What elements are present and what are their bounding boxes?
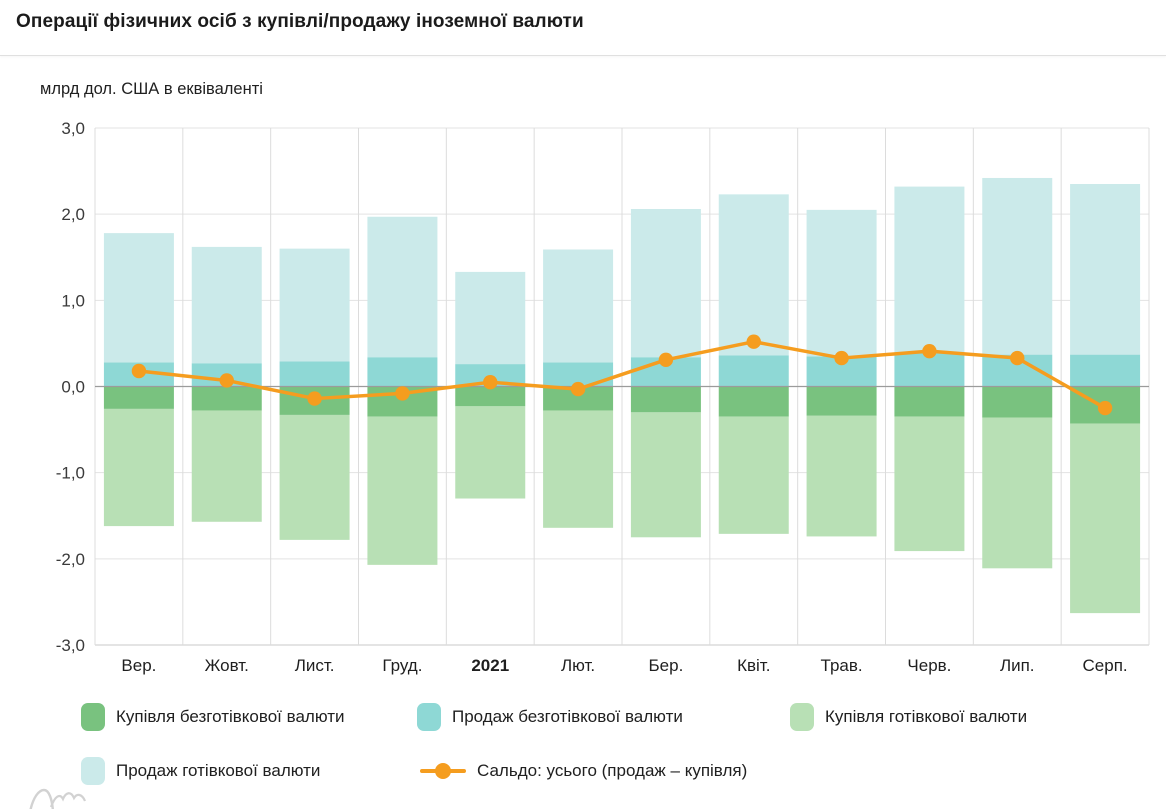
legend-label: Сальдо: усього (продаж – купівля) (477, 761, 748, 780)
bar-segment-sell-noncash[interactable] (894, 352, 965, 387)
y-tick-label: 0,0 (61, 378, 85, 397)
saldo-line-marker-icon (420, 763, 466, 779)
bar-segment-buy-noncash[interactable] (191, 386, 262, 411)
legend-item-buy-noncash[interactable]: Купівля безготівкової валюти (81, 703, 345, 731)
y-tick-label: 3,0 (61, 119, 85, 138)
legend-label: Купівля готівкової валюти (825, 707, 1028, 726)
legend-label: Продаж готівкової валюти (116, 761, 321, 780)
bar-segment-buy-cash[interactable] (1070, 423, 1141, 614)
x-axis-label: Трав. (821, 656, 863, 675)
saldo-point[interactable] (746, 334, 761, 349)
saldo-point[interactable] (307, 391, 322, 406)
x-axis-label: Квіт. (737, 656, 770, 675)
x-axis-label: Лист. (295, 656, 335, 675)
saldo-point[interactable] (1010, 350, 1025, 366)
y-axis-unit-label: млрд дол. США в еквіваленті (40, 80, 263, 98)
bar-segment-buy-noncash[interactable] (455, 386, 526, 407)
saldo-point[interactable] (483, 374, 498, 390)
saldo-point[interactable] (131, 363, 147, 379)
watermark-scribble (49, 792, 87, 808)
header-bar: Операції фізичних осіб з купівлі/продажу… (0, 0, 1166, 56)
x-axis-label: 2021 (471, 656, 509, 675)
bar-segment-sell-noncash[interactable] (718, 355, 789, 387)
bar-segment-sell-cash[interactable] (894, 186, 965, 353)
saldo-point[interactable] (1097, 400, 1113, 416)
x-axis-label: Серп. (1083, 656, 1128, 675)
y-tick-label: 1,0 (61, 291, 85, 310)
x-axis-label: Лип. (1000, 656, 1035, 675)
bar-segment-sell-cash[interactable] (630, 208, 701, 358)
bar-segment-buy-noncash[interactable] (806, 386, 877, 416)
legend-swatch-buy-cash (790, 703, 814, 731)
bar-segment-buy-noncash[interactable] (982, 386, 1053, 418)
bar-segment-sell-noncash[interactable] (1070, 354, 1141, 387)
bar-segment-buy-cash[interactable] (630, 412, 701, 538)
bar-segment-buy-cash[interactable] (103, 408, 174, 527)
bar-segment-buy-cash[interactable] (543, 410, 614, 528)
bar-segment-buy-cash[interactable] (718, 416, 789, 534)
bar-segment-buy-cash[interactable] (191, 410, 262, 522)
x-axis-label: Груд. (382, 656, 422, 675)
saldo-point[interactable] (922, 343, 937, 359)
legend-item-buy-cash[interactable]: Купівля готівкової валюти (790, 703, 1027, 731)
legend-item-sell-noncash[interactable]: Продаж безготівкової валюти (417, 703, 683, 731)
bar-segment-sell-cash[interactable] (543, 249, 614, 363)
x-axis-label: Черв. (907, 656, 951, 675)
bar-segment-sell-noncash[interactable] (367, 357, 438, 387)
bar-segment-sell-noncash[interactable] (279, 361, 350, 387)
legend-item-saldo[interactable]: Сальдо: усього (продаж – купівля) (420, 757, 747, 785)
bar-segment-buy-noncash[interactable] (894, 386, 965, 417)
bar-segment-buy-cash[interactable] (894, 416, 965, 552)
legend-swatch-buy-noncash (81, 703, 105, 731)
bar-segment-buy-cash[interactable] (367, 416, 438, 565)
y-tick-label: -1,0 (56, 464, 85, 483)
bar-segment-buy-cash[interactable] (982, 417, 1053, 569)
x-axis-label: Лют. (561, 656, 595, 675)
bar-segment-buy-noncash[interactable] (718, 386, 789, 417)
legend-swatch-sell-cash (81, 757, 105, 785)
saldo-point[interactable] (834, 350, 849, 366)
saldo-point[interactable] (570, 381, 586, 397)
bar-segment-sell-cash[interactable] (982, 177, 1053, 355)
bar-segment-buy-cash[interactable] (455, 406, 526, 499)
y-tick-label: -3,0 (56, 636, 85, 655)
y-tick-label: -2,0 (56, 550, 85, 569)
x-axis-label: Вер. (121, 656, 156, 675)
legend-label: Продаж безготівкової валюти (452, 707, 683, 726)
bar-segment-buy-cash[interactable] (279, 414, 350, 540)
bar-segment-buy-noncash[interactable] (103, 386, 174, 409)
bar-segment-sell-cash[interactable] (191, 246, 262, 364)
y-tick-label: 2,0 (61, 205, 85, 224)
bar-segment-buy-noncash[interactable] (630, 386, 701, 413)
saldo-point[interactable] (219, 373, 234, 388)
x-axis-label: Бер. (649, 656, 684, 675)
bar-segment-sell-cash[interactable] (455, 271, 526, 365)
bar-segment-sell-cash[interactable] (279, 248, 350, 362)
x-axis-label: Жовт. (205, 656, 249, 675)
saldo-line (137, 339, 1107, 410)
bar-segment-sell-cash[interactable] (718, 194, 789, 356)
bar-segment-sell-cash[interactable] (103, 233, 174, 363)
watermark-scribble (29, 788, 54, 809)
bar-segment-sell-cash[interactable] (367, 216, 438, 358)
legend-label: Купівля безготівкової валюти (116, 707, 345, 726)
bar-segment-buy-cash[interactable] (806, 415, 877, 537)
saldo-point[interactable] (658, 352, 674, 367)
legend-item-sell-cash[interactable]: Продаж готівкової валюти (81, 757, 320, 785)
legend-swatch-sell-noncash (417, 703, 441, 731)
saldo-point[interactable] (395, 386, 410, 401)
bar-segment-sell-cash[interactable] (806, 209, 877, 357)
page-title: Операції фізичних осіб з купівлі/продажу… (16, 11, 584, 32)
bar-segment-sell-cash[interactable] (1070, 184, 1141, 355)
